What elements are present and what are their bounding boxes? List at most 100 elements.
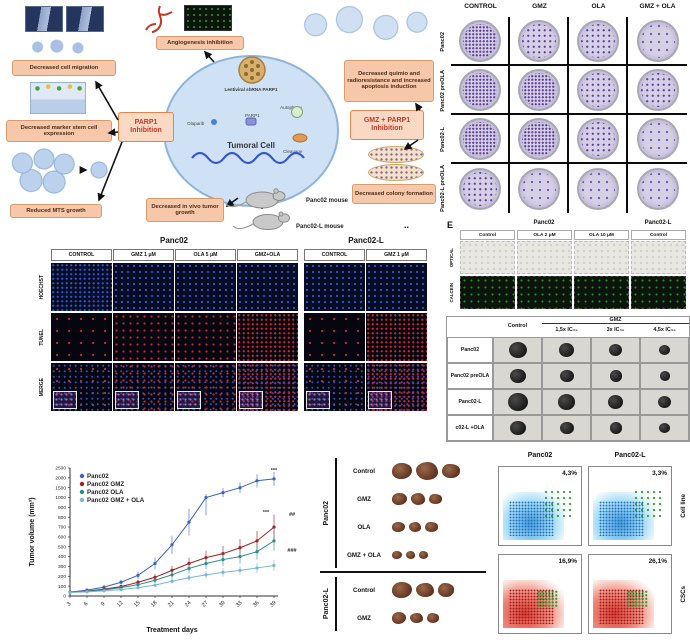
fluor-column-header: CONTROL bbox=[51, 249, 112, 261]
svg-text:36: 36 bbox=[252, 600, 261, 609]
tumor-blob bbox=[392, 612, 406, 624]
panel-e-image bbox=[460, 276, 515, 309]
spheroid-image bbox=[542, 389, 591, 415]
colony-grid-cell bbox=[569, 164, 628, 213]
gmz-parp1-inhibition-box: GMZ + PARP1 Inhibition bbox=[350, 110, 424, 140]
merge-inset-box bbox=[177, 391, 201, 409]
fluor-column-header: GMZ 1 μM bbox=[366, 249, 427, 261]
spheroid-image bbox=[640, 363, 689, 389]
spheroid bbox=[658, 396, 671, 408]
fluor-group-title: Panc02-L bbox=[348, 236, 384, 245]
colony-column-header: GMZ + OLA bbox=[639, 3, 676, 10]
colony-column-header: OLA bbox=[591, 3, 606, 10]
fluor-image-hoechst bbox=[175, 263, 236, 311]
spheroid bbox=[559, 343, 574, 357]
tumor-photo-row bbox=[392, 458, 486, 484]
flow-row-label-text: CSCs bbox=[679, 585, 687, 603]
tumor-blob bbox=[392, 492, 407, 506]
migrating-cells-image bbox=[28, 38, 92, 56]
fluor-image-merge bbox=[175, 363, 236, 411]
quimio-radioresistance-box: Decreased quimio and radioresistance and… bbox=[344, 60, 434, 102]
blood-vessel-icon bbox=[145, 5, 173, 33]
colony-grid-cell bbox=[569, 115, 628, 164]
fluor-image-hoechst bbox=[237, 263, 298, 311]
tumor-blob bbox=[410, 612, 423, 624]
panel-e-column-header: Control bbox=[460, 230, 515, 240]
colony-grid-cell bbox=[628, 17, 687, 66]
panel-e-letter: E bbox=[447, 220, 454, 230]
spheroid-image bbox=[493, 389, 542, 415]
flow-green-gate-dots bbox=[543, 488, 575, 519]
petri-dish bbox=[517, 19, 560, 62]
spheroid-control-header: Control bbox=[507, 323, 528, 329]
petri-dish bbox=[458, 117, 501, 160]
tumor-row-label: OLA bbox=[357, 523, 371, 531]
tumor-blob bbox=[409, 522, 421, 532]
fluor-row-label-text: HOECHST bbox=[38, 274, 45, 300]
petri-dish bbox=[636, 167, 679, 210]
colony-grid-cell bbox=[510, 17, 569, 66]
fluor-image-tunel bbox=[304, 313, 365, 361]
angiogenesis-fluorescence-image bbox=[184, 5, 232, 31]
merge-inset-box bbox=[53, 391, 77, 409]
petri-dish bbox=[517, 117, 560, 160]
tumor-blob bbox=[411, 493, 425, 505]
svg-text:2000: 2000 bbox=[55, 475, 66, 481]
stem-cell-marker-image bbox=[30, 82, 86, 114]
svg-text:##: ## bbox=[289, 512, 295, 518]
flow-plot: 3,3% bbox=[588, 466, 672, 546]
colony-grid-cell bbox=[451, 17, 510, 66]
spheroid-image bbox=[591, 389, 640, 415]
fluor-row-label: MERGE bbox=[36, 363, 49, 411]
resistant-cells-image bbox=[300, 4, 430, 56]
flow-plot: 16,9% bbox=[498, 554, 582, 634]
tumor-group-label-text: Panc02 bbox=[322, 500, 330, 526]
fluor-row-label-text: MERGE bbox=[38, 377, 45, 397]
tumor-photo-row bbox=[392, 486, 486, 512]
tumor-group-label: Panc02 bbox=[320, 458, 333, 568]
fluor-column-header: GMZ 1 μM bbox=[113, 249, 174, 261]
mts-small-sphere-image bbox=[88, 160, 110, 180]
fluor-image-merge bbox=[366, 363, 427, 411]
tumor-blob bbox=[392, 462, 412, 480]
tumor-blob bbox=[438, 583, 454, 597]
fluor-image-merge bbox=[304, 363, 365, 411]
scratch-assay-image-1 bbox=[25, 6, 63, 32]
svg-text:30: 30 bbox=[218, 600, 227, 609]
spheroid bbox=[659, 371, 670, 381]
fluor-row-label-text: TUNEL bbox=[38, 328, 45, 346]
panel-e-image bbox=[517, 241, 572, 274]
petri-dish bbox=[576, 19, 619, 62]
autophagy-label: Autophagy bbox=[280, 105, 302, 110]
panel-e-row-label: OPTICAL bbox=[446, 241, 458, 274]
tumor-photos-panel: Control GMZ OLA GMZ + OLA Panc02 Control GMZ Pa… bbox=[320, 452, 488, 640]
flow-plot: 4,3% bbox=[498, 466, 582, 546]
tumor-volume-chart: 0 100 200 300 400 500 600 700 800 900 1000 1500 2000… bbox=[29, 466, 297, 634]
svg-text:800: 800 bbox=[58, 515, 66, 521]
spheroid-image bbox=[542, 337, 591, 363]
panel-e-column-header: Control bbox=[631, 230, 686, 240]
decreased-marker-stem-box: Decreased marker stem cell expression bbox=[6, 120, 112, 142]
flow-percentage: 4,3% bbox=[562, 470, 577, 477]
parp1-inhibition-box: PARP1 Inhibition bbox=[118, 112, 174, 142]
fluor-image-tunel bbox=[51, 313, 112, 361]
tumor-blob bbox=[425, 521, 438, 533]
tumor-photo-row bbox=[392, 542, 486, 568]
flow-row-label-text: Cell line bbox=[679, 494, 687, 518]
petri-dish bbox=[576, 68, 619, 111]
svg-text:Panc02 OLA: Panc02 OLA bbox=[87, 489, 124, 496]
fluor-image-hoechst bbox=[366, 263, 427, 311]
colony-row-label-text: Panc02 preOLA bbox=[439, 69, 446, 112]
spheroid bbox=[509, 420, 526, 436]
mechanism-diagram: Decreased cell migration Decreased marke… bbox=[0, 0, 436, 236]
tumor-blob bbox=[419, 551, 428, 559]
petri-dish bbox=[636, 68, 679, 111]
spheroid bbox=[559, 421, 574, 435]
colony-grid-cell bbox=[569, 66, 628, 115]
angiogenesis-inhibition-box: Angiogenesis inhibition bbox=[156, 36, 244, 50]
tumor-blob bbox=[416, 582, 434, 598]
petri-dish bbox=[458, 167, 501, 210]
parp1-label: PARP1 bbox=[245, 113, 260, 118]
tumor-group-line bbox=[335, 458, 337, 568]
